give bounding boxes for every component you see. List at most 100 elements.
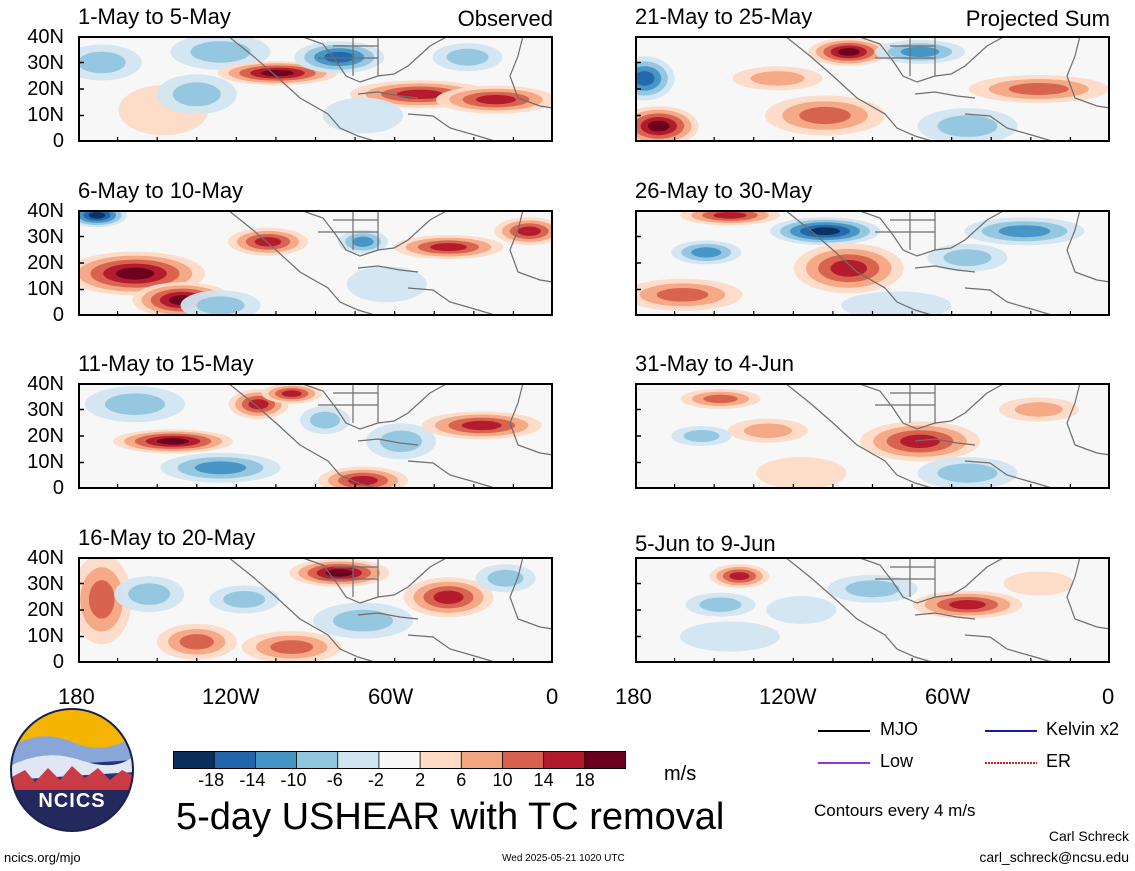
legend-line: [818, 762, 870, 764]
y-tick-label: 0: [52, 477, 64, 499]
colorbar-swatch: [173, 751, 215, 769]
footer-email: carl_schreck@ncsu.edu: [979, 849, 1129, 865]
colorbar-tick-label: -10: [280, 770, 307, 790]
coastline: [227, 210, 553, 316]
colorbar-tick-label: -6: [326, 770, 343, 790]
y-tick-label: 40N: [27, 26, 64, 48]
legend-label: ER: [1046, 751, 1072, 771]
footer-timestamp: Wed 2025-05-21 1020 UTC: [502, 853, 625, 864]
colorbar-unit: m/s: [664, 763, 697, 785]
colorbar-swatch: [337, 751, 380, 769]
panel-corner-label: Observed: [457, 6, 553, 31]
panel-corner-label: Projected Sum: [965, 6, 1110, 31]
map-panel-2: [78, 210, 553, 316]
map-panel-6: [635, 210, 1110, 316]
legend-label: MJO: [880, 719, 918, 739]
coastline: [784, 383, 1110, 489]
colorbar-swatch: [502, 751, 545, 769]
y-tick-label: 40N: [27, 373, 64, 395]
coastline: [784, 557, 1110, 663]
coastline: [784, 36, 1110, 142]
shear-map: [78, 557, 553, 663]
panel-title: 11-May to 15-May: [78, 351, 254, 376]
y-tick-label: 20N: [27, 599, 64, 621]
x-tick-label: 60W: [925, 684, 971, 709]
x-tick-label: 120W: [202, 684, 260, 709]
figure-title: 5-day USHEAR with TC removal: [176, 796, 725, 838]
colorbar-swatch: [378, 751, 421, 769]
colorbar-swatch: [420, 751, 462, 769]
y-tick-label: 10N: [27, 451, 64, 473]
y-tick-label: 0: [52, 651, 64, 673]
colorbar-tick-label: 2: [415, 770, 426, 790]
map-panel-4: [78, 557, 553, 663]
footer-url: ncics.org/mjo: [4, 850, 81, 865]
x-tick-label: 0: [1102, 684, 1115, 709]
colorbar: [173, 751, 627, 769]
ncics-logo: NCICS: [10, 708, 134, 832]
panel-title: 6-May to 10-May: [78, 178, 244, 203]
shear-map: [635, 210, 1110, 316]
colorbar-swatches: [173, 751, 627, 769]
x-tick-label: 180: [615, 684, 652, 709]
shear-map: [635, 383, 1110, 489]
y-tick-label: 0: [52, 130, 64, 152]
map-panel-5: [635, 36, 1110, 142]
y-tick-label: 40N: [27, 547, 64, 569]
map-panel-7: [635, 383, 1110, 489]
map-panel-1: [78, 36, 553, 142]
legend-line: [985, 762, 1037, 764]
colorbar-tick-label: -2: [367, 770, 384, 790]
panel-title: 21-May to 25-May: [635, 4, 813, 29]
colorbar-swatch: [584, 751, 627, 769]
colorbar-swatch: [543, 751, 586, 769]
y-tick-label: 10N: [27, 625, 64, 647]
panel-title: 1-May to 5-May: [78, 4, 231, 29]
y-tick-label: 10N: [27, 104, 64, 126]
y-tick-label: 0: [52, 304, 64, 326]
x-tick-label: 60W: [368, 684, 414, 709]
shear-map: [635, 36, 1110, 142]
colorbar-tick-label: 10: [492, 770, 513, 790]
coastline: [227, 36, 553, 142]
y-tick-label: 30N: [27, 226, 64, 248]
colorbar-tick-label: 6: [456, 770, 467, 790]
y-tick-label: 20N: [27, 78, 64, 100]
coastline: [784, 210, 1110, 316]
colorbar-tick-label: -14: [239, 770, 266, 790]
coastline: [227, 383, 553, 489]
colorbar-tick-label: -18: [198, 770, 225, 790]
legend-label: Kelvin x2: [1046, 719, 1120, 739]
shear-map: [78, 36, 553, 142]
legend-label: Low: [880, 751, 914, 771]
panel-title: 16-May to 20-May: [78, 525, 256, 550]
coastline: [227, 557, 553, 663]
panel-title: 5-Jun to 9-Jun: [635, 531, 776, 556]
shear-map: [78, 210, 553, 316]
colorbar-swatch: [214, 751, 256, 769]
x-tick-label: 120W: [759, 684, 817, 709]
logo-text: NCICS: [38, 790, 106, 812]
colorbar-tick-label: 18: [574, 770, 595, 790]
y-tick-label: 30N: [27, 52, 64, 74]
x-tick-label: 180: [58, 684, 95, 709]
shear-map: [635, 557, 1110, 663]
shear-map: [78, 383, 553, 489]
y-tick-label: 40N: [27, 200, 64, 222]
y-tick-label: 20N: [27, 425, 64, 447]
x-tick-label: 0: [546, 684, 559, 709]
footer-author: Carl Schreck: [1048, 828, 1129, 844]
legend-line: [985, 730, 1037, 732]
y-tick-label: 30N: [27, 399, 64, 421]
panel-title: 26-May to 30-May: [635, 178, 813, 203]
colorbar-tick-label: 14: [533, 770, 554, 790]
contour-note: Contours every 4 m/s: [814, 801, 976, 820]
panel-title: 31-May to 4-Jun: [635, 351, 794, 376]
colorbar-swatch: [255, 751, 298, 769]
colorbar-swatch: [461, 751, 503, 769]
y-tick-label: 20N: [27, 252, 64, 274]
y-tick-label: 30N: [27, 573, 64, 595]
colorbar-swatch: [296, 751, 339, 769]
map-panel-3: [78, 383, 553, 489]
legend-line: [818, 730, 870, 732]
